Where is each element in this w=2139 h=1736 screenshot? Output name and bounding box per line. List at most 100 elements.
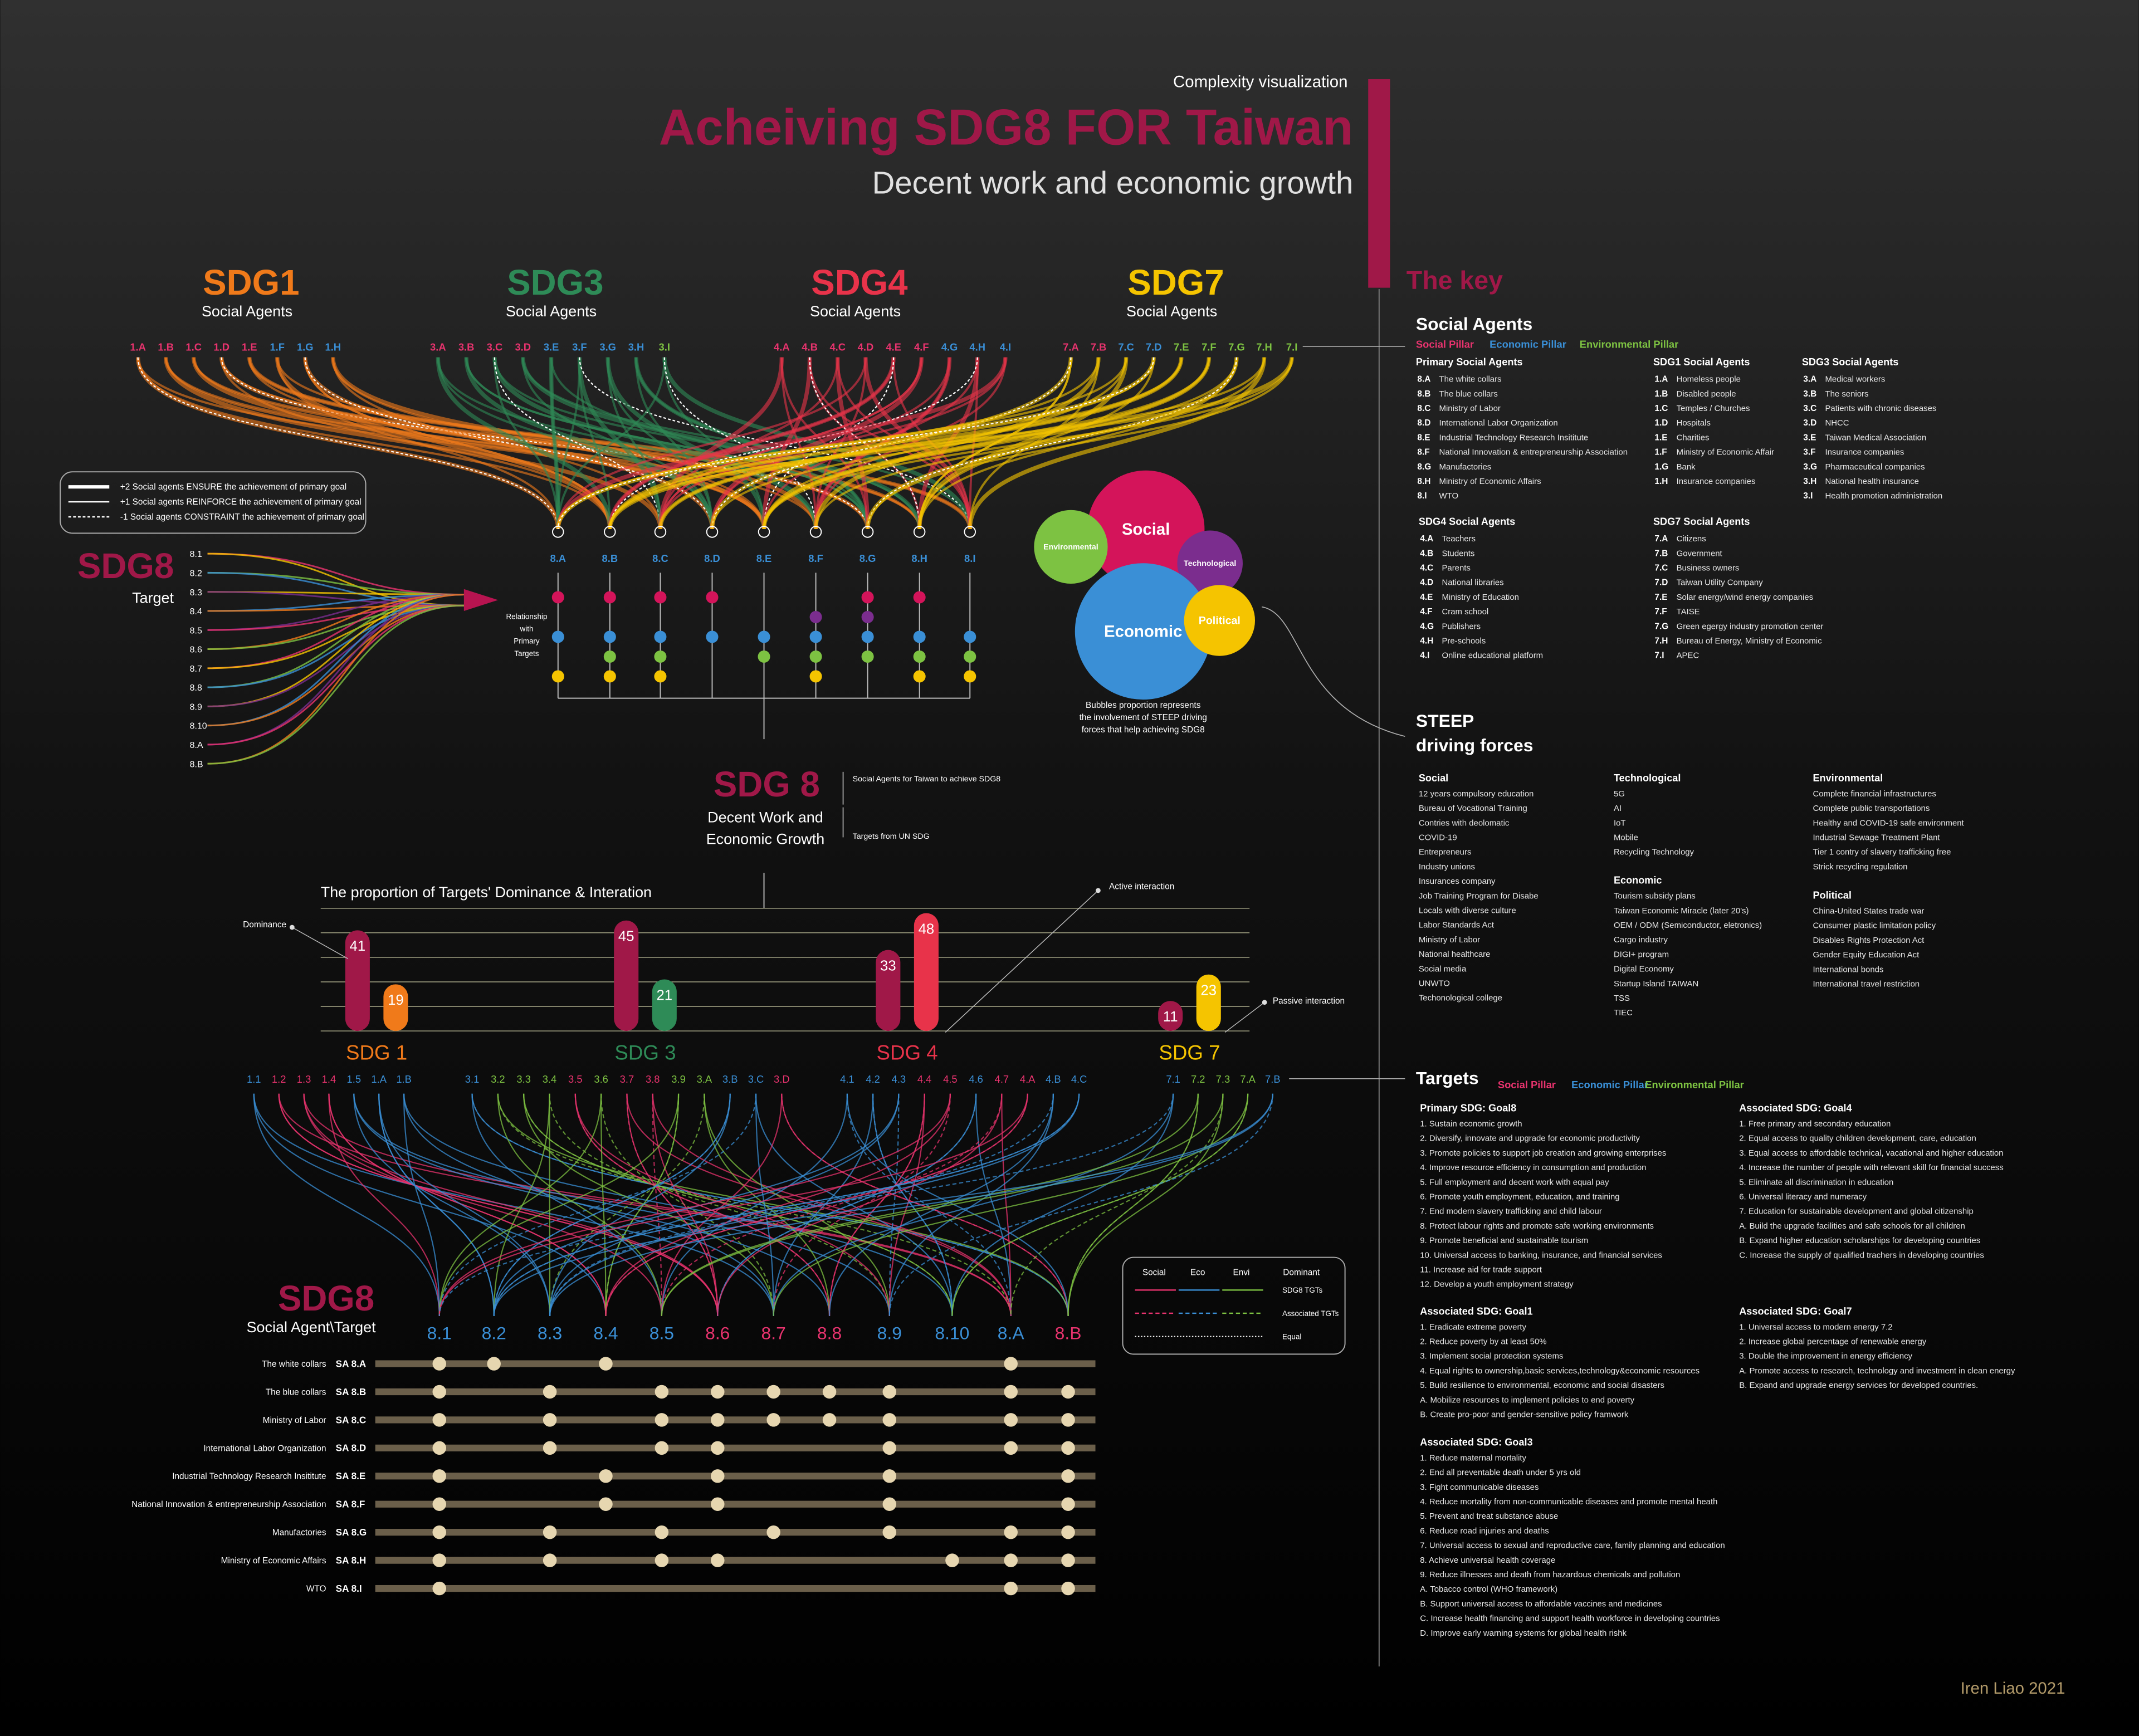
bar-label: 33 [880,958,896,974]
target-flow [951,1093,1174,1316]
agent-name: Taiwan Medical Association [1825,433,1926,442]
target-flow [652,1093,1012,1316]
annotation: Active interaction [1109,882,1174,891]
target-flow [497,1093,662,1316]
agent-code: 1.H [1654,477,1668,486]
target-item: 4. Equal rights to ownership,basic servi… [1420,1366,1700,1376]
flow-legend-header: Social [1142,1268,1166,1277]
flow [659,357,1007,530]
steep-item: Recycling Technology [1614,848,1694,857]
steep-item: Strick recycling regulation [1813,862,1907,872]
matrix-dot [1061,1385,1075,1399]
sdg-name: SDG4 [811,263,908,302]
target-item: 1. Eradicate extreme poverty [1420,1322,1526,1332]
node-dot [758,650,770,663]
agent-name: Solar energy/wind energy companies [1677,593,1814,602]
agent-name: Taiwan Utility Company [1677,578,1764,588]
group-title: Associated SDG: Goal1 [1420,1305,1532,1317]
target-flow [471,1093,1069,1316]
bar-label: 21 [656,987,672,1003]
target-item: 1. Reduce maternal mortality [1420,1453,1526,1463]
target-code: 8.3 [190,588,202,598]
matrix-column: 8.5 [649,1323,674,1343]
target-code: 4.A [1020,1073,1036,1085]
agent-code: 4.G [941,341,958,353]
steep-item: Startup Island TAIWAN [1614,979,1698,989]
sdg8-label: Target [132,589,174,606]
target-code: 3.6 [594,1073,608,1085]
agent-code: 1.B [1654,389,1668,399]
agent-code: 1.D [1654,418,1668,428]
target-code: 4.C [1071,1073,1087,1085]
matrix-dot [882,1525,897,1539]
target-flow [523,1093,774,1316]
steep-item: Digital Economy [1614,965,1674,974]
agent-code: 4.D [858,341,874,353]
target-code: 3.B [722,1073,738,1085]
target-item: 4. Reduce mortality from non-communicabl… [1420,1497,1717,1507]
node-label: 8.F [808,552,823,564]
target-flow [661,1093,848,1316]
flow-constraint [494,357,661,530]
sdg-name: SDG7 [1127,263,1224,302]
agent-code: 4.C [1420,563,1433,573]
target-flow [493,1093,731,1316]
steep-item: 12 years compulsory education [1419,789,1534,799]
target-code: 4.3 [892,1073,906,1085]
group-title: Associated SDG: Goal4 [1739,1103,1852,1114]
flow-constraint [763,357,895,530]
matrix-dot [822,1385,837,1399]
target-code: 8.8 [190,683,202,693]
agent-code: 4.H [1420,636,1433,646]
target-flow [661,1093,783,1316]
steep-item: Mobile [1614,833,1638,843]
agent-code: 3.G [599,341,616,353]
matrix-row-name: Industrial Technology Research Insititut… [172,1472,326,1481]
steep-item: Labor Standards Act [1419,921,1495,930]
target-code: 7.B [1265,1073,1281,1085]
target-code: 1.3 [297,1073,311,1085]
target-flow [493,1093,1080,1316]
steep-item: Insurances company [1419,877,1496,886]
flow-constraint [137,357,559,530]
matrix-dot [432,1441,447,1455]
agent-name: National health insurance [1825,477,1918,486]
agent-code: 7.A [1063,341,1079,353]
agent-code: 3.E [1803,433,1816,442]
matrix-dot [822,1413,837,1427]
target-flow [549,1093,1054,1316]
target-code: 1.A [371,1073,387,1085]
steep-item: Industrial Sewage Treatment Plant [1813,833,1940,843]
target-item: 8. Achieve universal health coverage [1420,1556,1555,1565]
steep-item: Tourism subsidy plans [1614,892,1696,901]
flow [607,357,714,530]
target-item: 3. Implement social protection systems [1420,1352,1563,1361]
target-flow [605,1093,951,1316]
target-item: 2. Equal access to quality children deve… [1739,1134,1976,1143]
matrix-row-code: SA 8.D [336,1442,367,1454]
matrix-row-name: Manufactories [272,1528,326,1538]
steep-item: National healthcare [1419,950,1491,959]
target-flow [888,1093,925,1316]
pillar: Environmental Pillar [1645,1079,1744,1090]
target-code: 8.9 [190,702,202,712]
target-item: 1. Sustain economic growth [1420,1119,1522,1128]
key-heading: Social Agents [1416,314,1532,334]
flow [659,357,1183,530]
target-flow [600,1093,607,1316]
target-item: 7. Universal access to sexual and reprod… [1420,1541,1725,1551]
agent-code: 1.B [158,341,174,353]
kicker: Complexity visualization [1173,73,1347,91]
agent-code: 8.C [1417,404,1430,413]
node-dot [603,630,616,643]
bar-label: 19 [388,992,404,1008]
node-dot [603,650,616,663]
target-flow [755,1093,953,1316]
target-flow [704,1093,831,1316]
annotation-line [291,927,349,959]
group-title: Primary Social Agents [1416,356,1523,368]
agent-code: 4.E [1420,593,1433,602]
matrix-track [375,1585,1096,1592]
